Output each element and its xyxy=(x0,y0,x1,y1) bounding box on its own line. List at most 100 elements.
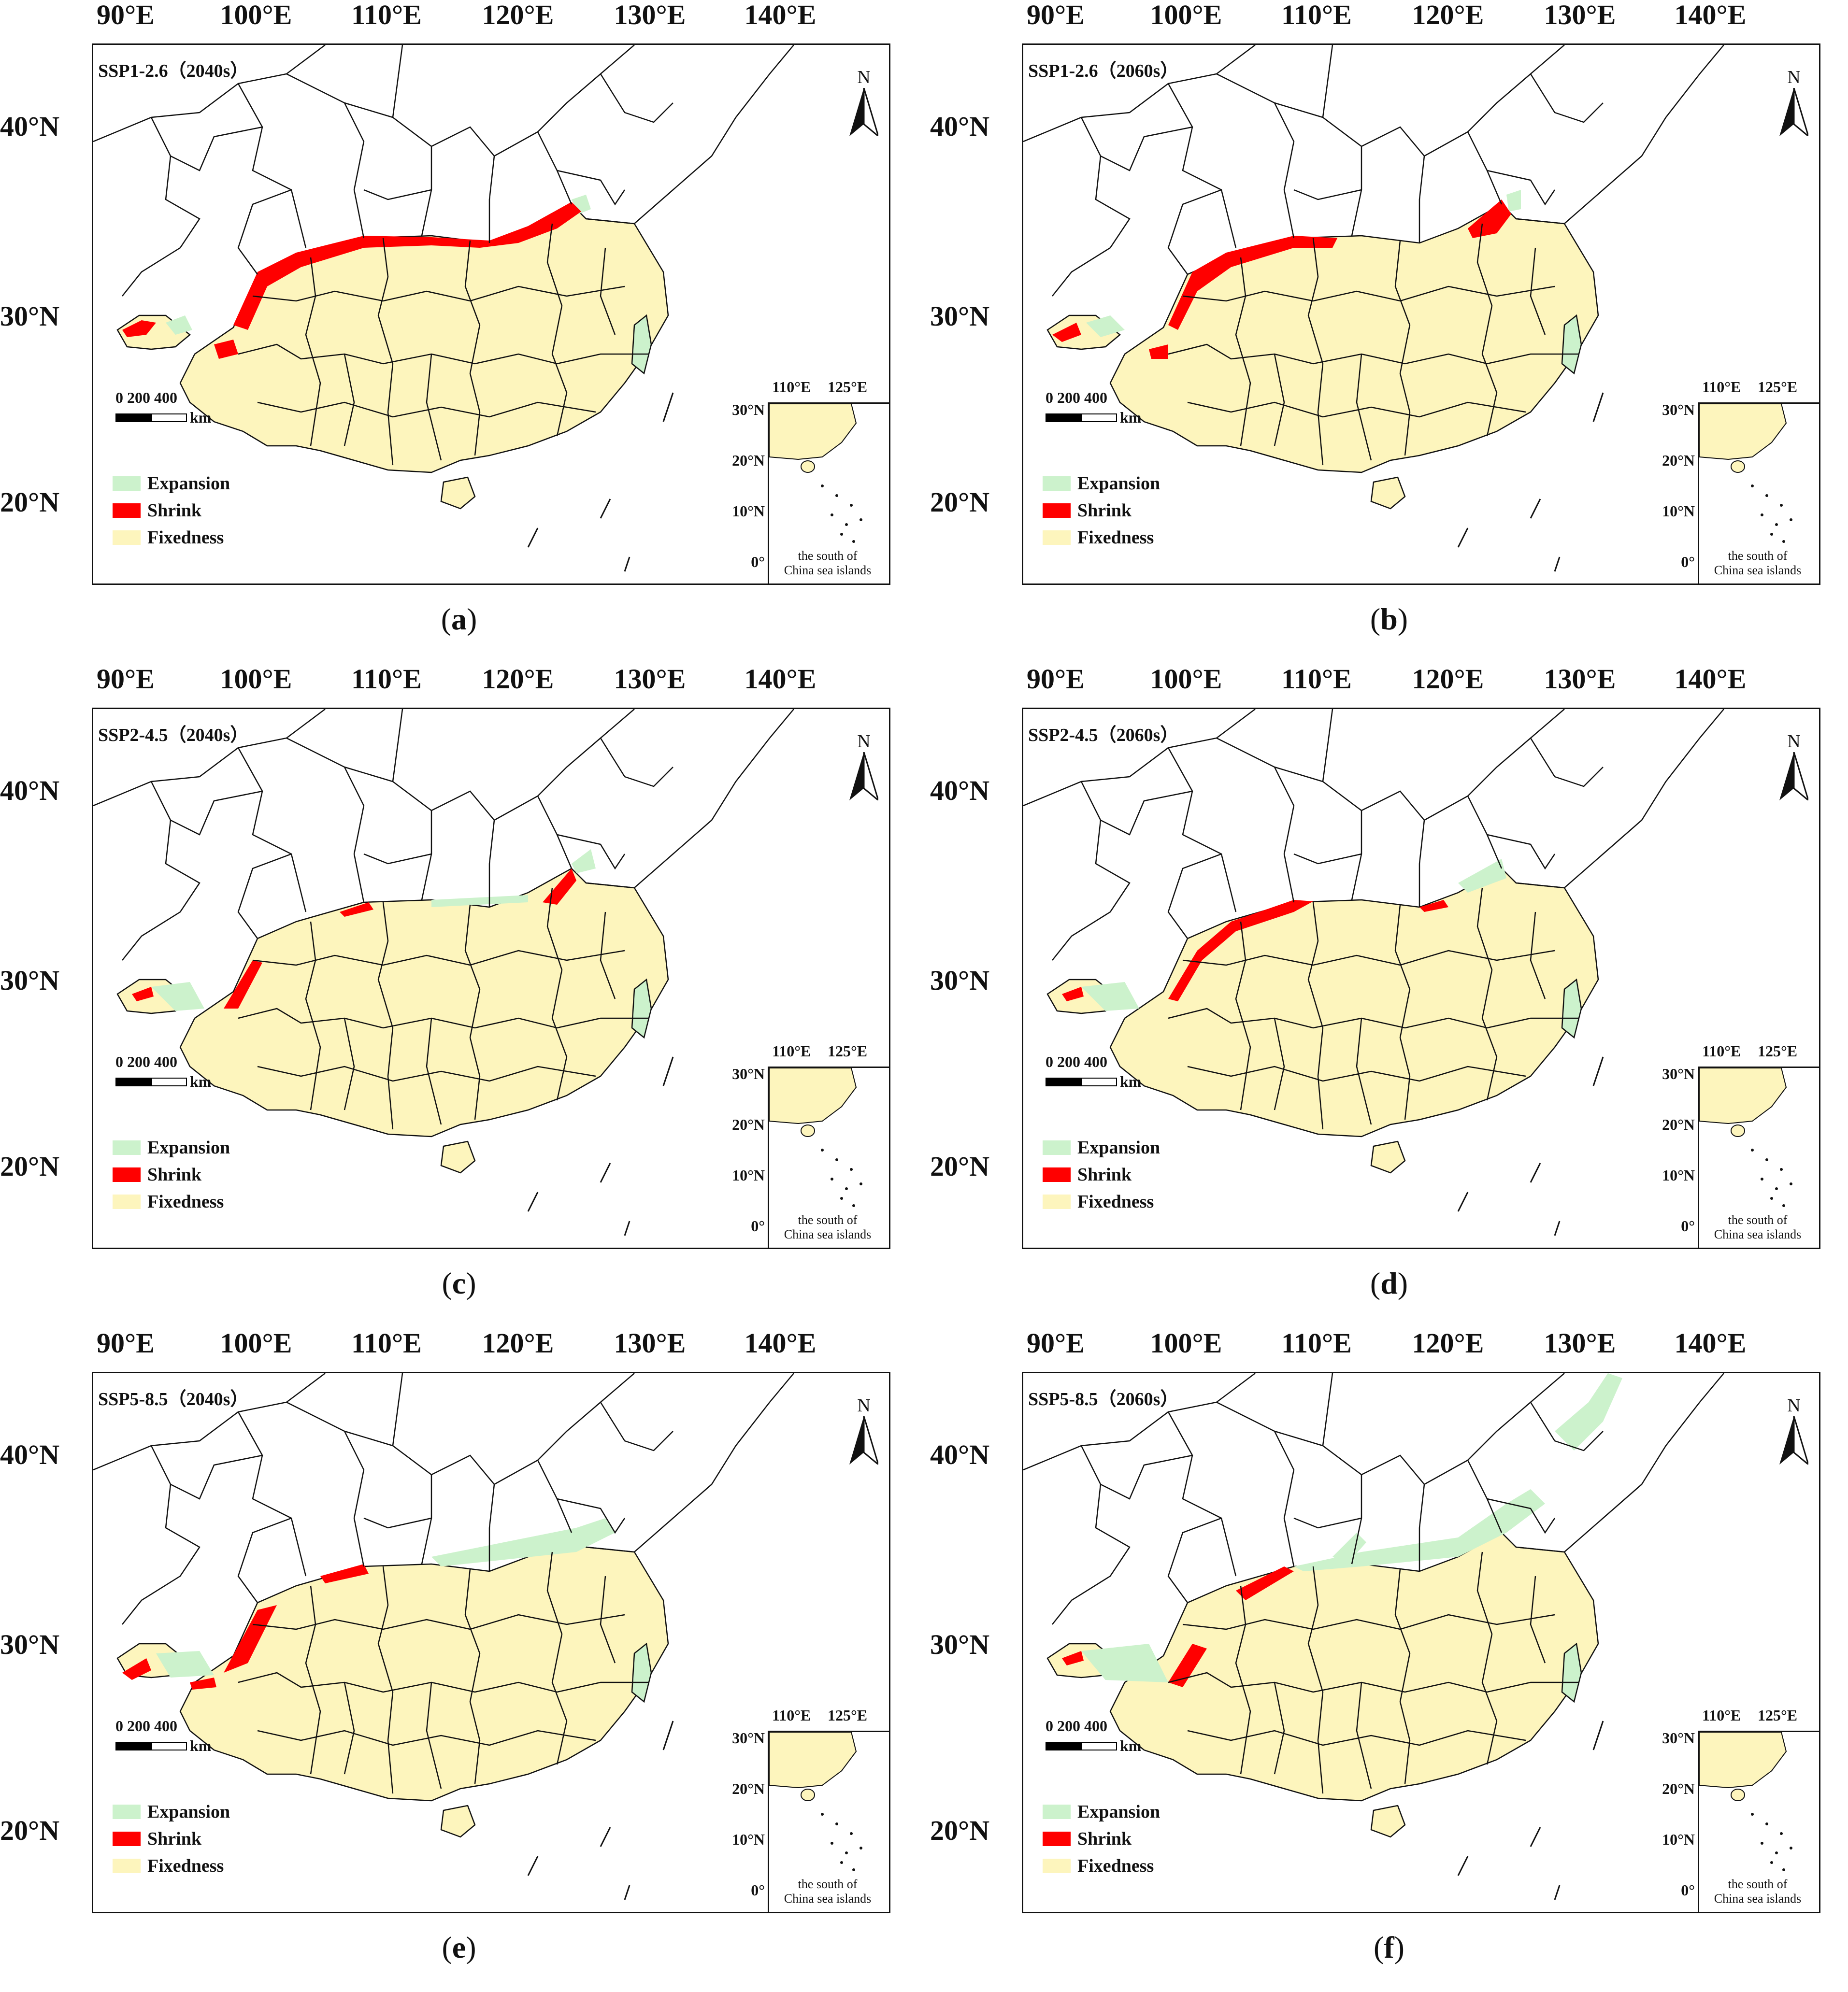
scale-unit: km xyxy=(190,409,212,426)
legend-item: Shrink xyxy=(113,497,230,524)
inset-lat-tick: 0° xyxy=(1681,1217,1695,1235)
province-border xyxy=(1394,904,1411,1120)
inset-caption-line: the south of xyxy=(1728,1877,1788,1891)
inset-hainan xyxy=(801,1124,815,1137)
inset-island-dot xyxy=(1775,1851,1778,1854)
coastline xyxy=(586,45,794,225)
expansion-area xyxy=(156,1651,214,1678)
lon-tick-label: 130°E xyxy=(614,0,686,30)
lon-tick-label: 100°E xyxy=(220,1327,292,1359)
scale-bar: 0 200 400 km xyxy=(115,389,211,427)
island-mark xyxy=(624,1221,630,1236)
lon-tick-label: 90°E xyxy=(97,0,155,30)
lon-tick-label: 100°E xyxy=(1150,0,1222,30)
province-border xyxy=(1274,1018,1285,1110)
inset-caption-line: China sea islands xyxy=(784,1227,872,1241)
lon-tick-label: 130°E xyxy=(1544,0,1616,30)
hainan-island xyxy=(440,1140,476,1174)
map-frame: SSP2-4.5（2040s） N 0 200 400 km Expansion Shri… xyxy=(92,708,890,1249)
inset-hainan xyxy=(1731,460,1745,473)
province-border xyxy=(557,170,626,206)
scale-bar: 0 200 400 km xyxy=(1046,389,1141,427)
island-mark xyxy=(1457,527,1469,548)
province-border xyxy=(257,1730,596,1746)
inset-caption-line: the south of xyxy=(798,1877,858,1891)
province-border xyxy=(1487,170,1556,206)
legend: Expansion Shrink Fixedness xyxy=(1043,470,1160,551)
province-border xyxy=(1394,1568,1411,1784)
inset-lat-tick: 30°N xyxy=(1662,1065,1695,1082)
panel-caption: (f) xyxy=(1374,1930,1404,1964)
province-border xyxy=(252,285,625,302)
lon-tick-label: 100°E xyxy=(1150,1327,1222,1359)
province-border xyxy=(257,401,596,418)
province-border xyxy=(363,189,432,200)
scale-bar-label: 0 200 400 xyxy=(115,1053,177,1070)
province-border xyxy=(286,73,365,239)
lon-tick-label: 140°E xyxy=(1674,0,1747,30)
taiwan-island xyxy=(1561,978,1582,1039)
inset-island-dot xyxy=(1780,504,1783,507)
taiwan-island xyxy=(631,978,652,1039)
island-mark xyxy=(527,527,539,548)
panel-caption: (a) xyxy=(441,602,477,636)
lat-tick-label: 30°N xyxy=(930,1629,990,1660)
north-arrow: N xyxy=(847,67,881,139)
expansion-area xyxy=(1555,1373,1622,1451)
scale-bar-label: 0 200 400 xyxy=(115,389,177,406)
lat-tick-label: 40°N xyxy=(0,1439,60,1470)
inset-map xyxy=(1698,1731,1819,1912)
province-border xyxy=(1274,1682,1285,1775)
province-border xyxy=(426,1018,442,1125)
expansion-area xyxy=(431,895,528,907)
inset-caption-line: China sea islands xyxy=(784,563,872,577)
expansion-area xyxy=(1332,1533,1366,1564)
province-border xyxy=(170,1454,263,1500)
legend-item: Shrink xyxy=(113,1825,230,1852)
scale-unit: km xyxy=(190,1737,212,1754)
legend-item: Fixedness xyxy=(1043,1188,1160,1215)
scenario-label: SSP2-4.5（2040s） xyxy=(98,725,249,745)
island-mark xyxy=(1530,1163,1541,1183)
province-border xyxy=(1356,354,1372,461)
province-border xyxy=(1530,1402,1604,1451)
inset-mainland xyxy=(1699,403,1787,460)
lon-tick-label: 110°E xyxy=(351,0,422,30)
island-mark xyxy=(662,1056,674,1086)
inset-hainan xyxy=(1731,1789,1745,1801)
legend-item: Shrink xyxy=(1043,497,1160,524)
inset-island-dot xyxy=(835,1158,838,1161)
province-border xyxy=(546,223,568,437)
province-border xyxy=(1182,285,1555,302)
shrink-area xyxy=(214,340,238,359)
island-mark xyxy=(624,1885,630,1900)
shrink-area xyxy=(1062,1651,1084,1665)
inset-island-dot xyxy=(1770,533,1773,536)
province-border xyxy=(1274,102,1362,236)
scale-bar: 0 200 400 km xyxy=(115,1053,211,1091)
lat-tick-label: 20°N xyxy=(0,1815,60,1846)
province-border xyxy=(494,45,635,157)
legend-item: Expansion xyxy=(1043,470,1160,497)
province-border xyxy=(252,950,625,966)
inset-island-dot xyxy=(1761,513,1763,516)
inset-lon-tick: 110°E xyxy=(1702,1042,1741,1060)
province-border xyxy=(1293,1517,1362,1529)
legend-label: Expansion xyxy=(1077,1138,1160,1158)
north-arrow-icon xyxy=(1779,752,1810,803)
legend-item: Fixedness xyxy=(1043,1852,1160,1879)
province-border xyxy=(1187,1066,1526,1082)
province-border xyxy=(392,1373,403,1446)
taiwan-island xyxy=(631,314,652,375)
inset-lat-tick: 0° xyxy=(751,1881,765,1899)
map-panel-f: 90°E 100°E 110°E 120°E 130°E 140°E 40°N 30°N 20°… xyxy=(930,1328,1848,1980)
shrink-area xyxy=(340,902,373,917)
inset-map-graphic xyxy=(769,403,862,543)
lon-tick-label: 120°E xyxy=(1412,0,1484,30)
panel-caption-letter: e xyxy=(452,1930,466,1964)
inset-island-dot xyxy=(860,1847,862,1850)
island-mark xyxy=(1554,556,1561,572)
scale-bar-label: 0 200 400 xyxy=(1046,389,1107,406)
inset-island-dot xyxy=(1765,494,1768,497)
lat-tick-label: 40°N xyxy=(930,775,990,806)
